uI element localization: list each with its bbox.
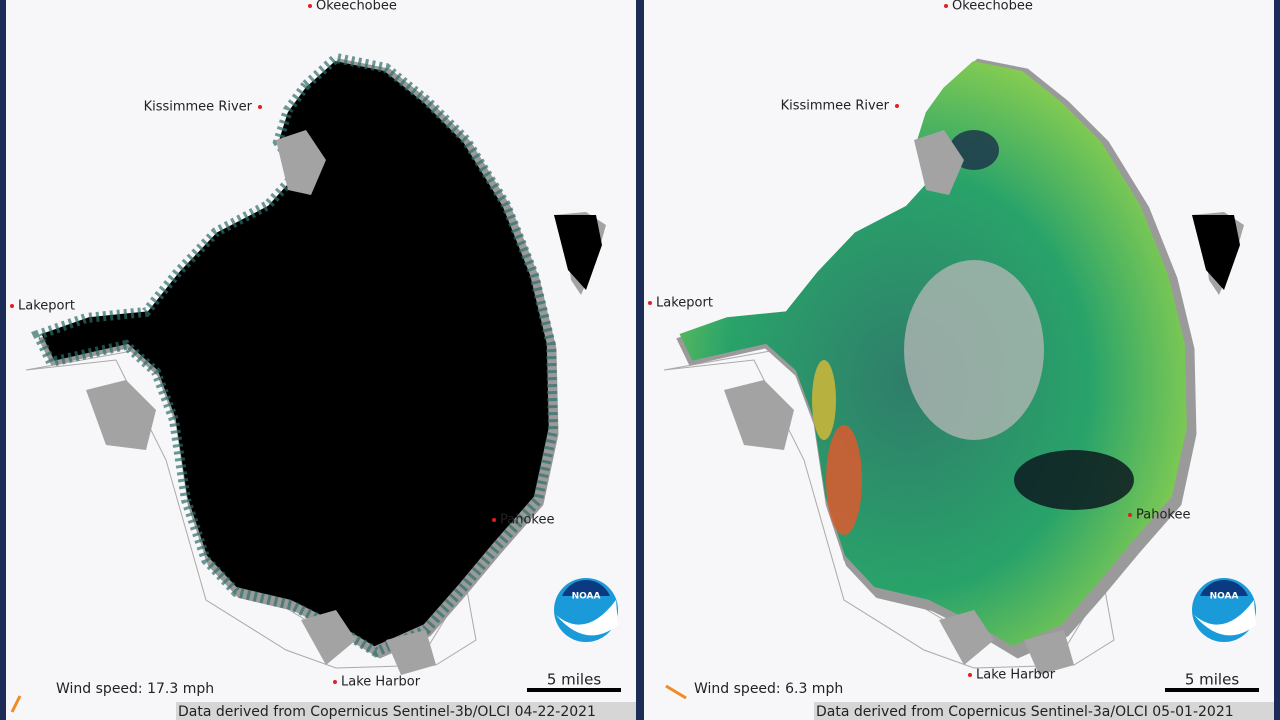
place-marker — [895, 104, 899, 108]
place-label: Lake Harbor — [341, 675, 421, 690]
wind-arrow — [665, 684, 687, 700]
island — [1192, 215, 1240, 290]
scale-bar — [1165, 688, 1259, 692]
bloom-patch — [826, 425, 862, 535]
credit-box — [814, 702, 1274, 720]
place-label: Kissimmee River — [144, 100, 253, 115]
wind-speed: Wind speed: 6.3 mph — [694, 681, 843, 697]
map-panel: Okeechobee Kissimmee River Lakeport Pahokee… — [644, 0, 1274, 720]
bloom-patch — [812, 360, 836, 440]
place-label: Lakeport — [656, 296, 713, 311]
place-marker — [968, 673, 972, 677]
place-marker — [333, 680, 337, 684]
lake-water — [41, 61, 549, 647]
credit-box — [176, 702, 636, 720]
logo-top — [562, 580, 610, 596]
place-label: Lakeport — [18, 299, 75, 314]
land-patch — [1024, 630, 1074, 675]
scale-bar — [527, 688, 621, 692]
logo-wave — [1194, 600, 1256, 636]
cloud-gap — [904, 260, 1044, 440]
credit: Data derived from Copernicus Sentinel-3a… — [816, 704, 1234, 720]
place-marker — [258, 105, 262, 109]
place-label: Kissimmee River — [781, 99, 890, 114]
island — [554, 215, 602, 290]
place-label: Okeechobee — [316, 0, 397, 14]
place-label: Lake Harbor — [976, 668, 1056, 683]
land-patch — [939, 610, 994, 665]
scale-label: 5 miles — [1185, 671, 1239, 689]
logo-top — [1200, 580, 1248, 596]
place-label: Pahokee — [500, 513, 554, 528]
algae-edge — [31, 52, 559, 658]
wind-arrow — [10, 695, 22, 713]
logo-text: NOAA — [1210, 592, 1239, 602]
land-patch — [276, 130, 326, 195]
land-patch — [301, 610, 356, 665]
credit: Data derived from Copernicus Sentinel-3b… — [178, 704, 596, 720]
place-marker — [308, 4, 312, 8]
place-marker — [944, 4, 948, 8]
land-patch — [386, 630, 436, 675]
map-panel: Okeechobee Kissimmee River Lakeport Pahokee… — [6, 0, 636, 720]
place-label: Okeechobee — [952, 0, 1033, 14]
wind-speed: Wind speed: 17.3 mph — [56, 681, 214, 697]
scale-label: 5 miles — [547, 671, 601, 689]
land-patch — [86, 380, 156, 450]
dark-water — [1014, 450, 1134, 510]
place-label: Pahokee — [1136, 508, 1190, 523]
place-marker — [492, 518, 496, 522]
place-marker — [10, 304, 14, 308]
land-patch — [724, 380, 794, 450]
place-marker — [1128, 513, 1132, 517]
place-marker — [648, 301, 652, 305]
logo-text: NOAA — [572, 592, 601, 602]
land-patch — [914, 130, 964, 195]
logo-wave — [556, 600, 618, 636]
